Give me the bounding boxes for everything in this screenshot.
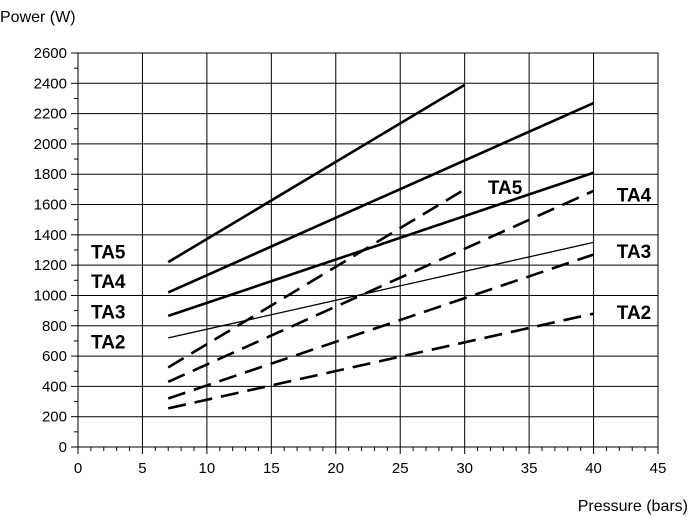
y-tick-label: 1400 bbox=[34, 227, 67, 244]
series-line-ta3-solid bbox=[167, 171, 594, 318]
y-tick-label: 800 bbox=[42, 318, 67, 335]
right-series-label: TA3 bbox=[617, 242, 651, 263]
series-line-ta5-solid bbox=[167, 83, 466, 264]
y-tick-label: 400 bbox=[42, 378, 67, 395]
x-tick-label: 5 bbox=[138, 460, 146, 477]
y-tick-label: 2600 bbox=[34, 45, 67, 62]
y-tick-label: 600 bbox=[42, 348, 67, 365]
x-tick-label: 35 bbox=[521, 460, 538, 477]
series-line-ta2-solid bbox=[168, 241, 594, 339]
series-line-ta4-solid bbox=[167, 101, 595, 294]
series-line-ta3-dashed bbox=[167, 253, 594, 400]
y-tick-label: 1000 bbox=[34, 287, 67, 304]
y-tick-label: 200 bbox=[42, 409, 67, 426]
x-tick-label: 45 bbox=[650, 460, 667, 477]
x-tick-label: 0 bbox=[74, 460, 82, 477]
series-line-ta2-dashed bbox=[167, 312, 594, 410]
y-tick-label: 1200 bbox=[34, 257, 67, 274]
x-tick-label: 20 bbox=[327, 460, 344, 477]
x-tick-label: 40 bbox=[585, 460, 602, 477]
right-series-label: TA4 bbox=[617, 186, 652, 207]
series-labels: TA5 TA4 TA3 TA2 TA5 TA4 TA3 TA2 bbox=[91, 178, 652, 354]
x-axis-title: Pressure (bars) bbox=[578, 498, 688, 515]
x-tick-label: 25 bbox=[392, 460, 409, 477]
right-series-label: TA5 bbox=[488, 178, 523, 199]
y-tick-label: 0 bbox=[59, 439, 67, 456]
minor-ticks bbox=[71, 52, 659, 454]
y-tick-label: 2200 bbox=[34, 106, 67, 123]
x-tick-label: 15 bbox=[263, 460, 280, 477]
left-series-label: TA4 bbox=[91, 272, 126, 293]
x-tick-label: 30 bbox=[456, 460, 473, 477]
series-line-ta5-dashed bbox=[167, 188, 466, 369]
y-tick-label: 1600 bbox=[34, 197, 67, 214]
series-lines bbox=[167, 83, 595, 410]
y-tick-label: 2000 bbox=[34, 136, 67, 153]
x-tick-labels: 0 5 10 15 20 25 30 35 40 45 bbox=[74, 460, 667, 477]
y-tick-labels: 0 200 400 600 800 1000 1200 1400 1600 1800 2000 220… bbox=[34, 45, 67, 456]
y-tick-label: 2400 bbox=[34, 75, 67, 92]
left-series-label: TA2 bbox=[91, 333, 125, 354]
left-series-label: TA5 bbox=[91, 243, 126, 264]
x-tick-label: 10 bbox=[199, 460, 216, 477]
y-axis-title: Power (W) bbox=[0, 9, 76, 26]
left-series-label: TA3 bbox=[91, 302, 125, 323]
series-line-ta4-dashed bbox=[167, 189, 595, 384]
y-tick-label: 1800 bbox=[34, 166, 67, 183]
right-series-label: TA2 bbox=[617, 303, 651, 324]
